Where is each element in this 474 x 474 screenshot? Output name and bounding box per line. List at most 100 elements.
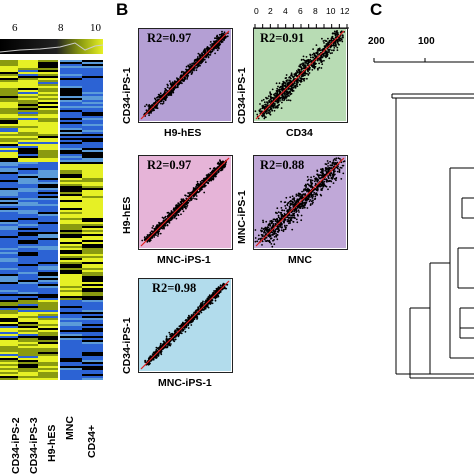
heatmap-cell <box>0 282 18 284</box>
heatmap-cell <box>82 336 103 338</box>
scatter-point <box>303 206 306 209</box>
heatmap-cell <box>38 148 58 150</box>
scatter-point <box>291 204 294 206</box>
scatter-point <box>290 72 293 75</box>
heatmap-cell <box>0 132 18 134</box>
heatmap-cell <box>82 250 103 252</box>
heatmap-cell <box>18 266 38 268</box>
heatmap-cell <box>18 76 38 78</box>
heatmap-cell <box>60 360 82 362</box>
heatmap-cell <box>18 200 38 202</box>
scatter-point <box>276 94 278 97</box>
heatmap-cell <box>38 232 58 234</box>
heatmap-cell <box>0 226 18 228</box>
scatter-point <box>206 47 208 49</box>
scatter-point <box>330 38 333 40</box>
heatmap-cell <box>0 264 18 266</box>
heatmap-cell <box>0 330 18 332</box>
heatmap-cell <box>60 248 82 250</box>
heatmap-cell <box>60 116 82 118</box>
scatter-point <box>269 96 272 99</box>
scatter-point <box>287 201 290 204</box>
scatter-point <box>159 232 162 235</box>
scatter-point <box>176 204 178 207</box>
heatmap-cell <box>60 178 82 180</box>
scatter-point <box>217 171 220 174</box>
scatter-point <box>187 75 190 77</box>
scatter-point <box>320 67 323 69</box>
heatmap-cell <box>0 124 18 126</box>
heatmap-cell <box>82 316 103 318</box>
top-axis-tick: 0 <box>254 6 259 16</box>
heatmap-cell <box>38 108 58 110</box>
heatmap-cell <box>38 256 58 258</box>
heatmap-cell <box>38 364 58 366</box>
scatter-point <box>185 207 187 210</box>
scatter-point <box>153 236 156 238</box>
heatmap-cell <box>0 194 18 196</box>
scatter-point <box>216 162 219 165</box>
heatmap-cell <box>60 250 82 252</box>
heatmap-cell <box>60 76 82 78</box>
heatmap-cell <box>18 72 38 74</box>
heatmap-cell <box>18 114 38 116</box>
scatter-point <box>326 55 329 58</box>
heatmap-cell <box>0 324 18 326</box>
heatmap-cell <box>82 224 103 226</box>
heatmap-cell <box>60 348 82 350</box>
scatter-point <box>179 209 181 211</box>
heatmap-cell <box>38 182 58 184</box>
heatmap-cell <box>38 172 58 174</box>
top-axis-tick: 12 <box>340 6 350 16</box>
scatter-point <box>321 56 324 58</box>
scatter-point <box>175 212 177 215</box>
heatmap-cell <box>18 160 38 162</box>
heatmap-cell <box>82 330 103 332</box>
heatmap-cell <box>82 118 103 120</box>
scatter-point <box>192 189 195 192</box>
panel-label-b: B <box>116 0 129 19</box>
heatmap-cell <box>82 362 103 364</box>
scatter-point <box>283 99 285 102</box>
scatter-point <box>330 177 333 179</box>
heatmap-cell <box>82 256 103 258</box>
scatter-point <box>338 43 340 46</box>
heatmap-cell <box>60 128 82 130</box>
scatter-point <box>302 190 305 192</box>
scatter-point <box>268 223 270 226</box>
heatmap-cell <box>0 152 18 154</box>
heatmap-cell <box>18 144 38 146</box>
heatmap-cell <box>38 206 58 208</box>
heatmap-cell <box>18 298 38 300</box>
scatter-point <box>184 194 186 197</box>
heatmap-cell <box>18 204 38 206</box>
scatter-point <box>148 104 151 106</box>
scatter-point <box>219 160 222 163</box>
heatmap-cell <box>82 222 103 224</box>
scatter-point <box>331 163 334 165</box>
scatter-point <box>336 170 339 173</box>
scatter-point <box>207 56 210 58</box>
heatmap-cell <box>82 64 103 66</box>
heatmap-cell <box>60 234 82 236</box>
scatter-point <box>152 108 155 110</box>
scatter-point <box>286 210 288 213</box>
scatter-point <box>293 214 296 217</box>
heatmap-cell <box>38 276 58 278</box>
heatmap-cell <box>0 90 18 92</box>
heatmap-cell <box>0 122 18 124</box>
heatmap-cell <box>82 304 103 306</box>
heatmap-cell <box>38 272 58 274</box>
heatmap-cell <box>0 316 18 318</box>
scatter-point <box>313 191 316 194</box>
scatter-point <box>297 209 300 212</box>
scatter-point <box>316 59 319 62</box>
heatmap-cell <box>60 180 82 182</box>
heatmap-cell <box>18 372 38 374</box>
scatter-point <box>287 99 290 101</box>
heatmap-cell <box>38 312 58 314</box>
heatmap-cell <box>0 250 18 252</box>
scatter-point <box>183 78 186 81</box>
heatmap-cell <box>82 200 103 202</box>
heatmap-cell <box>18 224 38 226</box>
